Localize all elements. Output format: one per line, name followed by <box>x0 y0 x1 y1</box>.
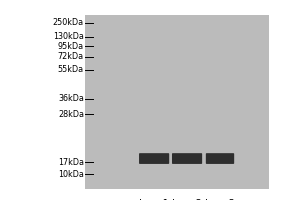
Text: Lane2: Lane2 <box>172 199 202 200</box>
Text: 28kDa: 28kDa <box>58 110 84 119</box>
Text: 130kDa: 130kDa <box>53 32 84 41</box>
Text: 10kDa: 10kDa <box>58 170 84 179</box>
Text: 250kDa: 250kDa <box>53 18 84 27</box>
Text: 72kDa: 72kDa <box>58 52 84 61</box>
Text: 17kDa: 17kDa <box>58 158 84 167</box>
FancyBboxPatch shape <box>172 153 202 164</box>
Text: Lane3: Lane3 <box>205 199 235 200</box>
FancyBboxPatch shape <box>139 153 169 164</box>
FancyBboxPatch shape <box>206 153 234 164</box>
Text: 36kDa: 36kDa <box>58 94 84 103</box>
Text: 55kDa: 55kDa <box>58 65 84 74</box>
Text: Lane1: Lane1 <box>139 199 169 200</box>
Bar <box>85 15 268 189</box>
Text: 95kDa: 95kDa <box>58 42 84 51</box>
